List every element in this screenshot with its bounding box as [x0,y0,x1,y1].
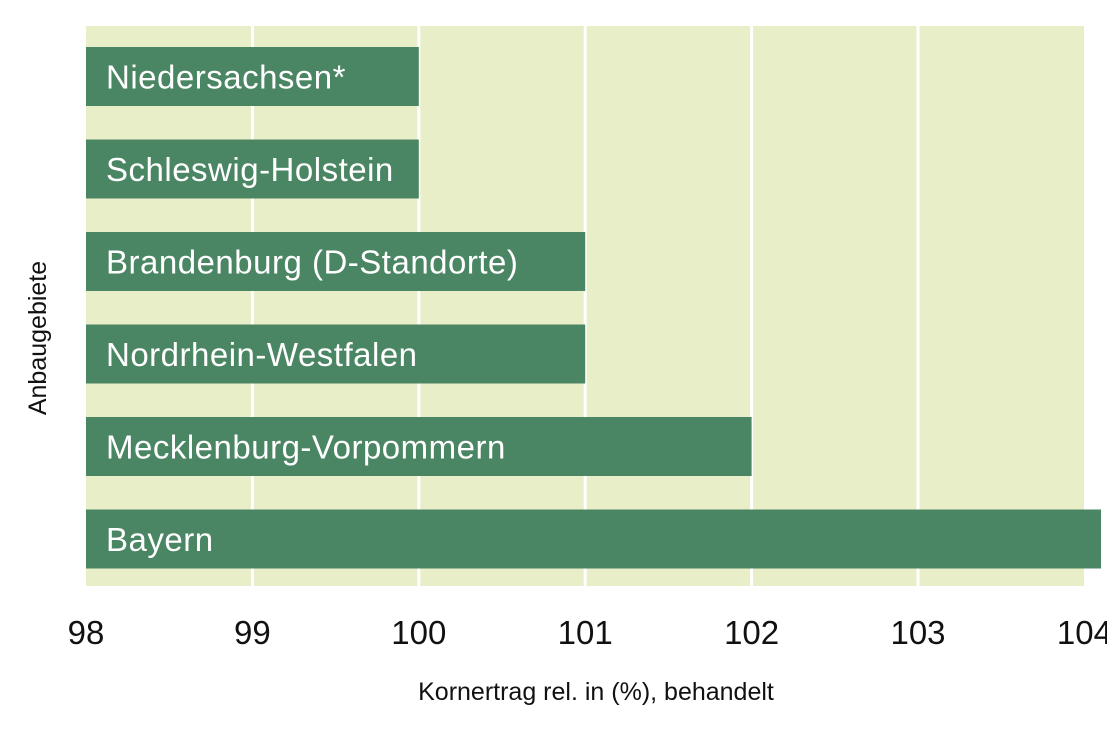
bar [86,139,419,199]
y-axis-title: Anbaugebiete [24,261,52,415]
x-tick-label: 104 [1057,614,1107,651]
x-tick-label: 101 [558,614,613,651]
bar-label: Niedersachsen* [106,59,346,96]
bar-label: Schleswig-Holstein [106,151,394,188]
bar [86,509,1102,569]
x-tick-label: 100 [391,614,446,651]
bar-label: Mecklenburg-Vorpommern [106,429,506,466]
x-tick-label: 102 [724,614,779,651]
gridlines [250,26,920,586]
x-tick-labels: 98 99 100 101 102 103 104 [68,614,1107,651]
bar-label: Bayern [106,521,214,558]
bar [86,47,419,106]
bar [86,232,586,291]
x-tick-label: 98 [68,614,105,651]
x-tick-label: 103 [890,614,945,651]
bar-label: Nordrhein-Westfalen [106,336,418,373]
bars: Niedersachsen* Schleswig-Holstein Brandenb… [86,47,1102,569]
x-axis-title: Kornertrag rel. in (%), behandelt [418,678,774,706]
bar [86,324,586,384]
x-tick-label: 99 [234,614,271,651]
bar [86,417,752,476]
bar-label: Brandenburg (D-Standorte) [106,244,518,281]
